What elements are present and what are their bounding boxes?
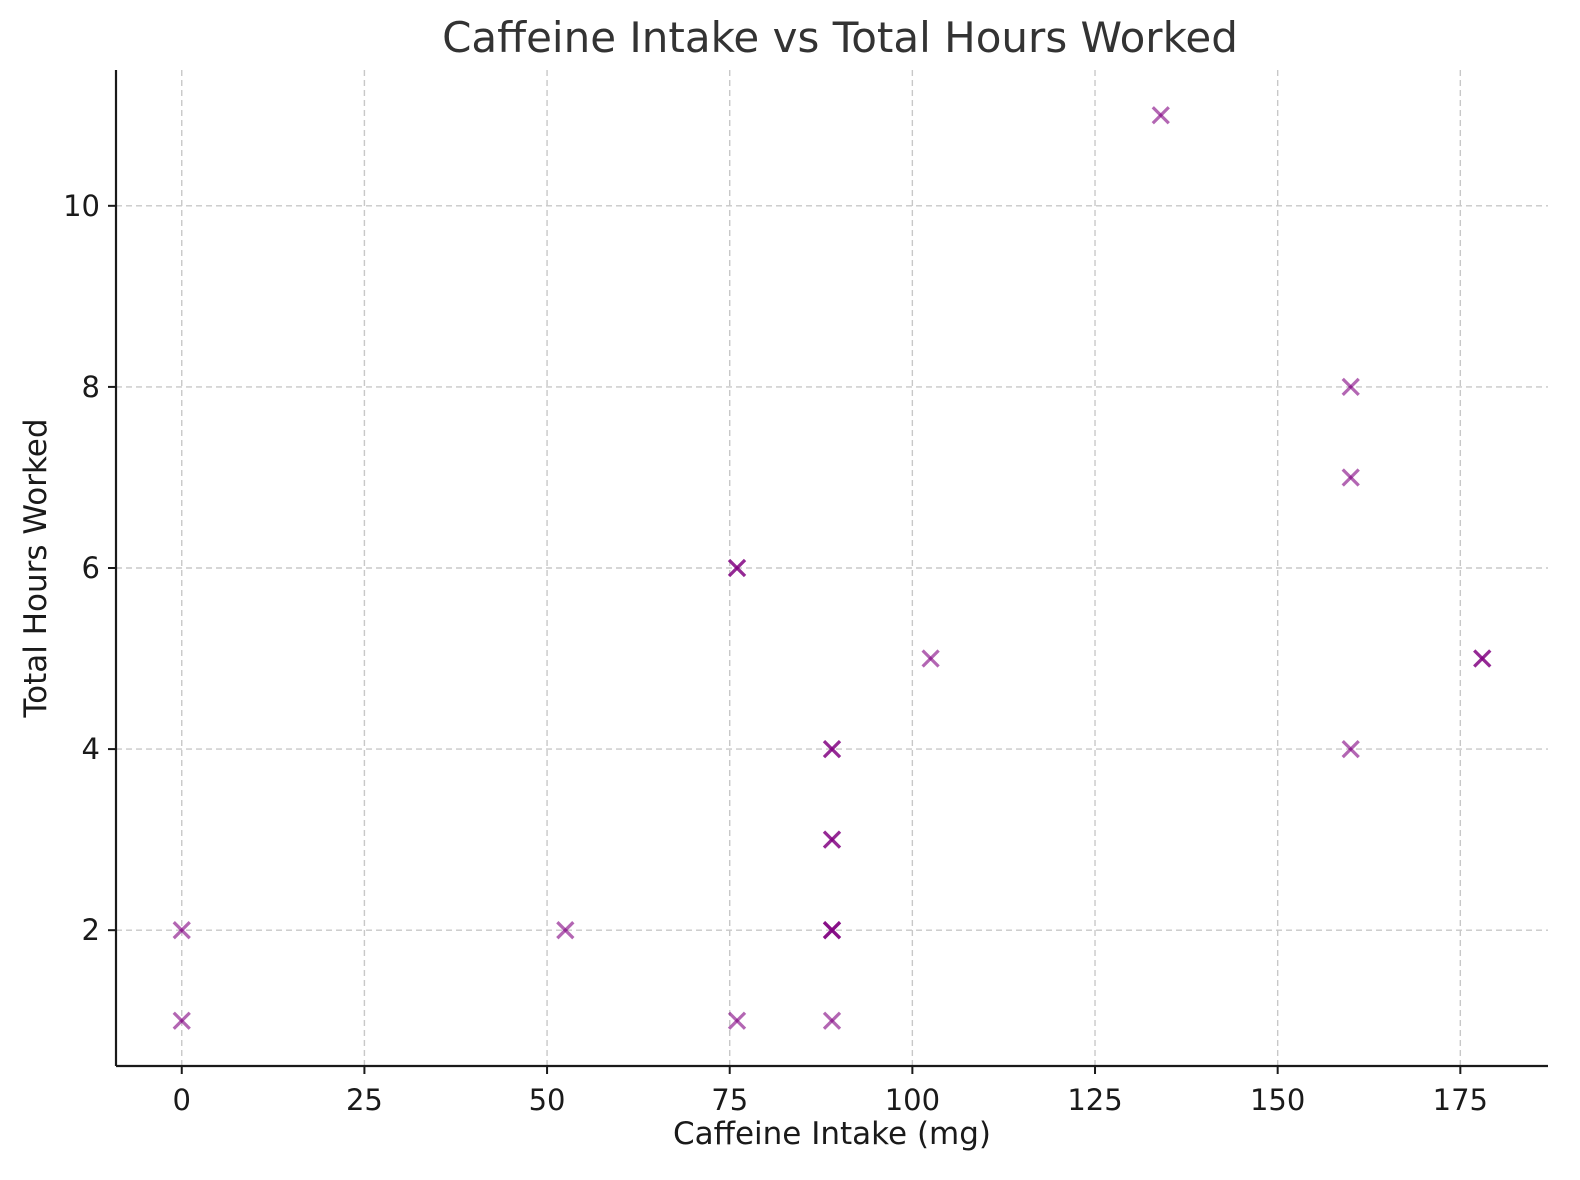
point-stroke: [822, 830, 842, 849]
scatter-point: [1341, 468, 1360, 487]
x-tick-label: 150: [1250, 1083, 1305, 1117]
point-stroke: [1341, 468, 1360, 487]
scatter-point: [727, 1011, 747, 1030]
point-stroke: [727, 1011, 747, 1030]
scatter-point: [727, 558, 747, 578]
x-tick-label: 100: [885, 1083, 940, 1117]
x-tick-label: 50: [529, 1083, 566, 1117]
point-stroke: [1473, 649, 1492, 668]
point-stroke: [1341, 739, 1360, 759]
scatter-point: [1341, 377, 1360, 397]
scatter-point: [822, 830, 842, 849]
x-tick-label: 125: [1067, 1083, 1122, 1117]
point-stroke: [822, 739, 842, 759]
scatter-point: [1151, 106, 1170, 125]
x-axis-label: Caffeine Intake (mg): [673, 1116, 991, 1152]
point-stroke: [727, 558, 747, 578]
point-stroke: [172, 921, 191, 940]
data-points: [172, 106, 1492, 1030]
scatter-point: [556, 921, 575, 940]
y-tick-label: 2: [82, 913, 100, 947]
scatter-point: [172, 921, 191, 940]
point-stroke: [1341, 377, 1360, 397]
y-tick-label: 4: [82, 732, 100, 766]
ticks: 0 25 50 75 100 125 150 175 2 4 6 8 10: [63, 189, 1488, 1117]
y-tick-label: 8: [82, 370, 100, 404]
chart-title: Caffeine Intake vs Total Hours Worked: [442, 13, 1238, 62]
point-stroke: [1151, 106, 1170, 125]
scatter-point: [822, 1011, 842, 1030]
scatter-point: [822, 921, 842, 940]
scatter-point: [172, 1011, 191, 1030]
y-tick-label: 6: [82, 551, 100, 585]
point-stroke: [822, 1011, 842, 1030]
scatter-point: [921, 649, 940, 668]
point-stroke: [556, 921, 575, 940]
x-tick-label: 75: [711, 1083, 748, 1117]
grid: [116, 70, 1548, 1066]
x-tick-label: 25: [346, 1083, 383, 1117]
point-stroke: [822, 921, 842, 940]
scatter-point: [822, 739, 842, 759]
point-stroke: [921, 649, 940, 668]
x-tick-label: 175: [1433, 1083, 1488, 1117]
y-axis-label: Total Hours Worked: [18, 418, 54, 718]
y-tick-label: 10: [63, 189, 100, 223]
x-tick-label: 0: [173, 1083, 191, 1117]
scatter-point: [1341, 739, 1360, 759]
point-stroke: [172, 1011, 191, 1030]
scatter-point: [1473, 649, 1492, 668]
